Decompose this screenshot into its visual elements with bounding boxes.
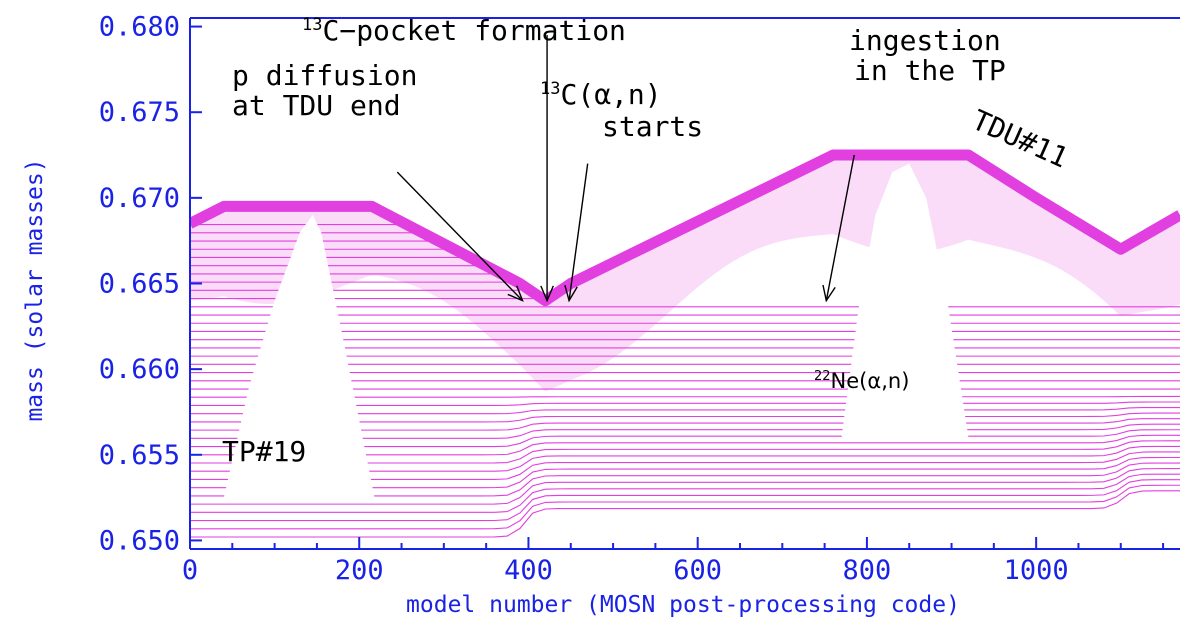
annotation-22ne-alpha-n: 22Ne(α,n) [814, 369, 909, 393]
annotation-arrows [396, 35, 855, 303]
annotation-arrow-head [507, 285, 524, 302]
x-tick-label: 1000 [1004, 555, 1069, 586]
annotation-ingestion-line2: in the TP [854, 54, 1006, 87]
mass-shell-line [190, 490, 1180, 538]
annotation-arrow-shaft [825, 154, 855, 301]
y-tick-label: 0.660 [99, 354, 180, 385]
y-tick-label: 0.665 [99, 269, 180, 300]
annotation-arrow-shaft [396, 171, 524, 302]
mixing-zone-bands [190, 155, 1180, 392]
annotation-ingestion-line1: ingestion [849, 24, 1001, 57]
convective-zone [841, 163, 969, 438]
x-tick-label: 200 [335, 555, 384, 586]
annotation-13c-superscript: 13 [540, 79, 560, 99]
annotation-pocket-superscript: 13 [302, 15, 322, 35]
y-tick-label: 0.650 [99, 525, 180, 556]
y-tick-label: 0.675 [99, 97, 180, 128]
x-tick-label: 600 [673, 555, 722, 586]
mass-shell-line [190, 468, 1180, 505]
y-axis-label: mass (solar masses) [22, 158, 48, 421]
annotation-arrow-shaft [568, 163, 589, 301]
y-tick-label: 0.655 [99, 440, 180, 471]
annotation-tp-19: TP#19 [222, 435, 306, 468]
annotation-starts: starts [602, 110, 703, 143]
convective-zone [223, 214, 375, 498]
intershell-mixing-band [190, 155, 1180, 392]
annotation-p-diffusion-line1: p diffusion [232, 59, 417, 92]
annotation-arrow-head [540, 285, 554, 303]
mass-shell-line [190, 473, 1180, 513]
annotation-p-diffusion-line2: at TDU end [232, 89, 401, 122]
annotation-22ne-superscript: 22 [814, 369, 831, 384]
annotation-arrow-head [564, 285, 578, 303]
y-tick-label: 0.680 [99, 12, 180, 43]
mass-shell-line [190, 479, 1180, 522]
annotation-pocket-text: C−pocket formation [322, 14, 625, 47]
annotation-pocket-formation: 13C−pocket formation [302, 14, 626, 47]
annotation-22ne-text: Ne(α,n) [831, 369, 910, 393]
annotation-arrow-head [822, 284, 836, 303]
axis-ticks: 0 200 400 600 800 1000 0.650 0.655 0.660 0.665 0.6… [99, 12, 1165, 586]
x-tick-label: 400 [504, 555, 553, 586]
annotation-13c-text: C(α,n) [560, 78, 661, 111]
y-tick-label: 0.670 [99, 183, 180, 214]
plot-area [190, 149, 1180, 538]
mass-shell-line [190, 395, 1180, 398]
x-tick-label: 0 [182, 555, 198, 586]
x-axis-label: model number (MOSN post-processing code) [406, 592, 960, 618]
convective-zones [223, 163, 969, 498]
mass-shell-line [190, 484, 1180, 530]
x-tick-label: 800 [843, 555, 892, 586]
annotation-13c-alpha-n: 13C(α,n) [540, 78, 662, 111]
